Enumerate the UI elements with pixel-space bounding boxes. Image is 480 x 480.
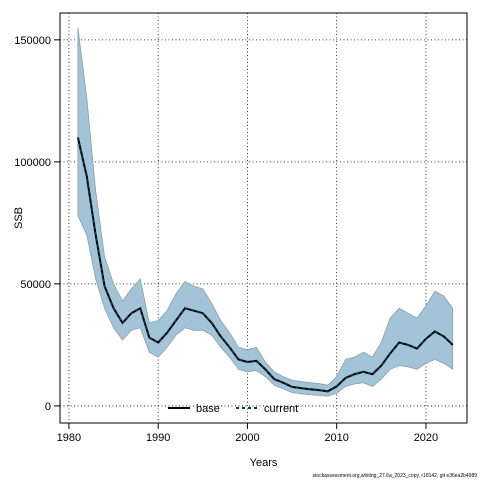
series-line-current — [76, 137, 454, 393]
series-layer — [76, 137, 454, 393]
y-tick-label: 150000 — [14, 35, 51, 47]
x-tick-label: 2010 — [324, 432, 348, 444]
confidence-band-layer — [77, 27, 454, 397]
x-tick-label: 1980 — [57, 432, 81, 444]
legend-label-current: current — [264, 403, 298, 415]
plot-frame — [59, 12, 468, 424]
y-tick-label: 100000 — [14, 157, 51, 169]
y-axis-ticks: 0 50000 100000 150000 — [14, 35, 60, 413]
grid-lines — [60, 13, 467, 423]
legend: base current — [168, 403, 298, 415]
x-axis-ticks: 1980 1990 2000 2010 2020 — [57, 423, 438, 444]
x-axis-title: Years — [250, 457, 278, 469]
y-tick-label: 0 — [45, 401, 51, 413]
y-axis-title: SSB — [13, 207, 25, 229]
x-tick-label: 2020 — [414, 432, 438, 444]
x-tick-label: 1990 — [146, 432, 170, 444]
y-tick-label: 50000 — [20, 279, 51, 291]
confidence-band — [77, 27, 454, 397]
footnote: stockassessment.org,whiting_27.6a_2023_c… — [313, 473, 478, 479]
legend-label-base: base — [196, 403, 220, 415]
x-tick-label: 2000 — [235, 432, 259, 444]
